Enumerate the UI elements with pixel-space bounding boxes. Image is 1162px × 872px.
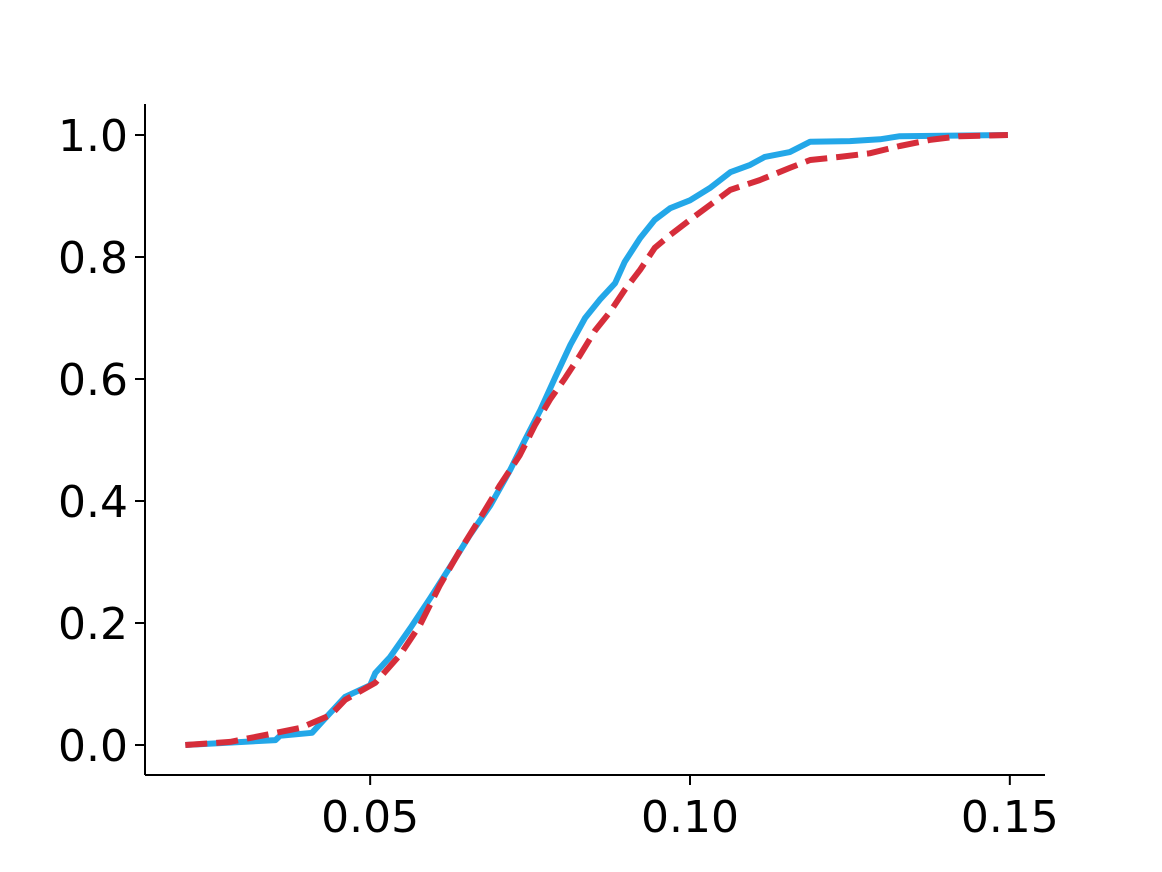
y-tick-label: 0.6: [58, 355, 128, 406]
x-tick-label: 0.15: [961, 792, 1059, 843]
y-tick-label: 0.0: [58, 721, 128, 772]
x-tick-label: 0.10: [641, 792, 739, 843]
line: [185, 132, 1008, 748]
y-tick-label: 1.0: [58, 111, 128, 162]
y-tick-label: 0.8: [58, 233, 128, 284]
x-tick-label: 0.05: [321, 792, 419, 843]
line: [185, 132, 1008, 748]
y-tick-label: 0.4: [58, 477, 128, 528]
y-tick-label: 0.2: [58, 599, 128, 650]
